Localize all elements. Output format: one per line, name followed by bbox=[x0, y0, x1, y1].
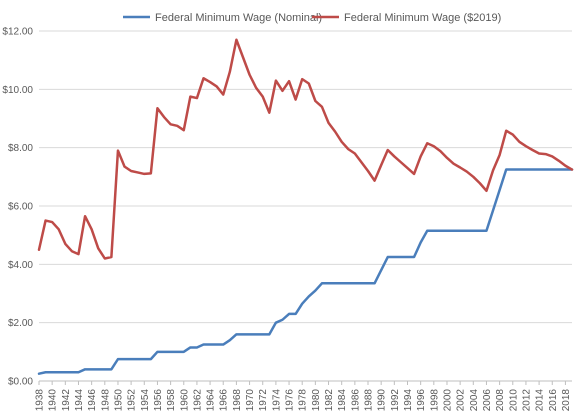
x-tick-label: 1972 bbox=[258, 389, 269, 412]
legend-label-real: Federal Minimum Wage ($2019) bbox=[344, 12, 501, 24]
x-tick-label: 1974 bbox=[271, 389, 282, 412]
legend: Federal Minimum Wage (Nominal) Federal M… bbox=[123, 12, 501, 24]
y-tick-label: $12.00 bbox=[2, 27, 33, 38]
x-tick-label: 1968 bbox=[232, 389, 243, 412]
x-tick-label: 1954 bbox=[140, 389, 151, 412]
x-tick-label: 1956 bbox=[153, 389, 164, 412]
y-tick-label: $2.00 bbox=[8, 318, 33, 329]
x-tick-label: 1948 bbox=[100, 389, 111, 412]
x-tick-label: 1976 bbox=[285, 389, 296, 412]
x-tick-label: 1944 bbox=[74, 389, 85, 412]
x-tick-label: 1982 bbox=[324, 389, 335, 412]
x-tick-label: 1938 bbox=[35, 389, 46, 412]
x-tick-label: 1970 bbox=[245, 389, 256, 412]
x-tick-label: 1966 bbox=[219, 389, 230, 412]
y-tick-label: $8.00 bbox=[8, 143, 33, 154]
series-lines bbox=[37, 38, 574, 375]
x-tick-label: 2010 bbox=[508, 389, 519, 412]
y-tick-labels: $0.00 $2.00 $4.00 $6.00 $8.00 $10.00 $12.00 bbox=[2, 27, 33, 388]
x-tick-label: 1994 bbox=[403, 389, 414, 412]
x-tick-label: 1988 bbox=[364, 389, 375, 412]
x-tick-label: 2016 bbox=[548, 389, 559, 412]
x-tick-label: 1996 bbox=[416, 389, 427, 412]
x-tick-label: 1992 bbox=[390, 389, 401, 412]
x-tick-labels: 1938 1940 1942 1944 1946 1948 1950 1952 1954 1956… bbox=[35, 389, 572, 412]
x-tick-label: 1960 bbox=[179, 389, 190, 412]
x-tick-label: 1980 bbox=[311, 389, 322, 412]
x-tick-label: 1990 bbox=[377, 389, 388, 412]
x-tick-label: 1998 bbox=[429, 389, 440, 412]
x-tick-label: 2018 bbox=[561, 389, 572, 412]
x-tick-label: 1978 bbox=[298, 389, 309, 412]
x-tick-label: 1946 bbox=[87, 389, 98, 412]
x-tick-label: 1986 bbox=[350, 389, 361, 412]
gridlines bbox=[39, 30, 572, 324]
x-tick-label: 1984 bbox=[337, 389, 348, 412]
x-tick-label: 1964 bbox=[206, 389, 217, 412]
y-tick-label: $10.00 bbox=[2, 85, 33, 96]
x-tick-label: 2008 bbox=[495, 389, 506, 412]
y-tick-label: $0.00 bbox=[8, 377, 33, 388]
legend-label-nominal: Federal Minimum Wage (Nominal) bbox=[155, 12, 322, 24]
x-tick-label: 1942 bbox=[61, 389, 72, 412]
x-axis bbox=[38, 380, 572, 385]
y-tick-label: $4.00 bbox=[8, 260, 33, 271]
x-tick-label: 1962 bbox=[192, 389, 203, 412]
x-tick-label: 2004 bbox=[469, 389, 480, 412]
x-tick-label: 2000 bbox=[442, 389, 453, 412]
y-tick-label: $6.00 bbox=[8, 202, 33, 213]
x-tick-label: 2014 bbox=[535, 389, 546, 412]
x-tick-label: 2012 bbox=[521, 389, 532, 412]
x-tick-label: 1940 bbox=[48, 389, 59, 412]
series-line-nominal bbox=[37, 168, 574, 375]
x-tick-label: 1952 bbox=[127, 389, 138, 412]
x-tick-label: 2006 bbox=[482, 389, 493, 412]
series-line-real bbox=[37, 38, 574, 260]
x-tick-label: 1950 bbox=[113, 389, 124, 412]
x-tick-label: 2002 bbox=[456, 389, 467, 412]
x-tick-label: 1958 bbox=[166, 389, 177, 412]
